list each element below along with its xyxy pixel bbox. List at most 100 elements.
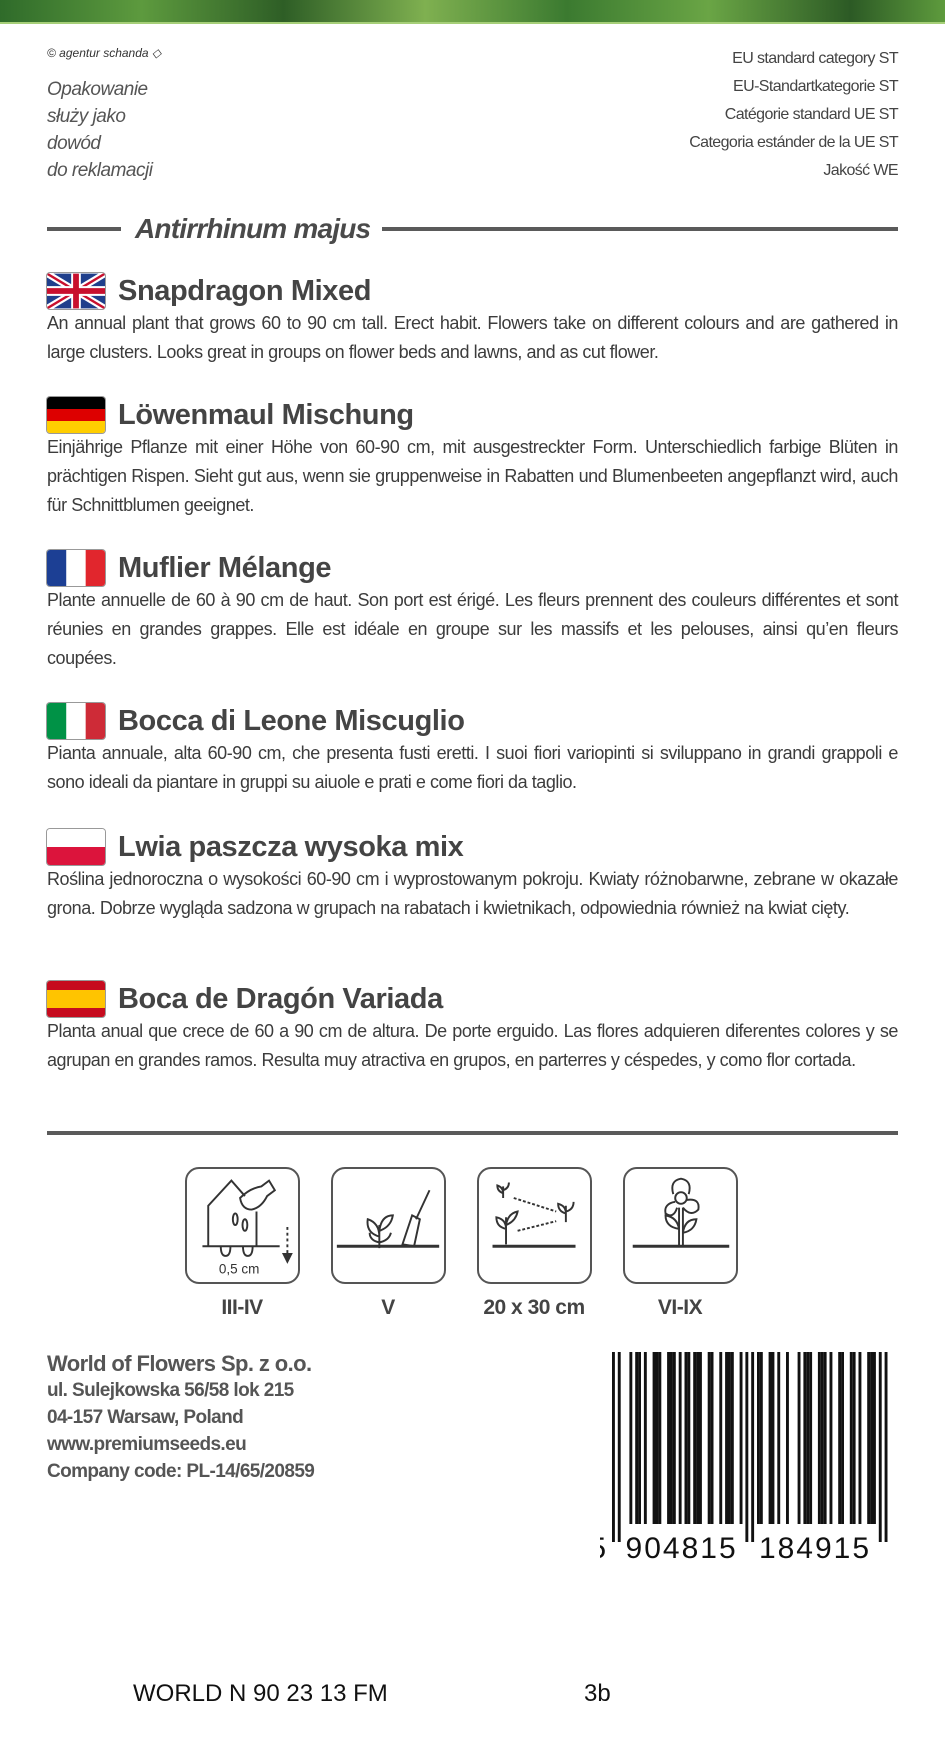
barcode-bar xyxy=(687,1352,691,1524)
variety-name: Bocca di Leone Miscuglio xyxy=(118,704,465,737)
barcode-bar xyxy=(635,1352,639,1524)
flag-de-icon xyxy=(47,397,105,433)
flag-uk-icon xyxy=(47,273,105,309)
variety-name: Löwenmaul Mischung xyxy=(118,398,414,431)
category-line: EU-Standartkategorie ST xyxy=(733,78,899,95)
flowering-period: VI-IX xyxy=(657,1296,703,1319)
variety-name: Snapdragon Mixed xyxy=(118,274,372,307)
barcode-bar xyxy=(612,1352,615,1542)
language-section-pl: Lwia paszcza wysoka mix Roślina jednorocz… xyxy=(47,827,898,923)
variety-name: Muflier Mélange xyxy=(118,551,332,584)
language-section-fr: Muflier Mélange Plante annuelle de 60 à 9… xyxy=(47,548,898,673)
barcode-bar xyxy=(873,1352,876,1524)
transplanting-icon xyxy=(331,1167,446,1284)
company-street: ul. Sulejkowska 56/58 lok 215 xyxy=(47,1380,294,1401)
barcode-bar xyxy=(699,1352,702,1524)
depth-label: 0,5 cm xyxy=(219,1261,260,1276)
barcode-bar xyxy=(870,1352,873,1524)
barcode-bar xyxy=(757,1352,760,1524)
barcode-bar xyxy=(878,1352,882,1542)
barcode-bar xyxy=(678,1352,682,1524)
section-heading: Lwia paszcza wysoka mix xyxy=(47,827,898,867)
barcode-bar xyxy=(768,1352,772,1524)
barcode-bar xyxy=(849,1352,853,1524)
transplant-period: V xyxy=(381,1296,395,1319)
variety-description: Planta anual que crece de 60 a 90 cm de … xyxy=(47,1021,898,1070)
barcode-bar xyxy=(867,1352,871,1524)
barcode-bar xyxy=(820,1352,824,1524)
agency-logo-icon: ◇ xyxy=(151,46,162,60)
latin-name: Antirrhinum majus xyxy=(135,213,371,244)
spacing-icon xyxy=(477,1167,592,1284)
barcode-bar xyxy=(728,1352,731,1524)
barcode-bar xyxy=(852,1352,856,1524)
copyright-credit: © agentur schanda ◇ xyxy=(47,46,162,60)
barcode-bar xyxy=(806,1352,810,1524)
barcode-bar xyxy=(759,1352,763,1524)
barcode-bar xyxy=(771,1352,775,1524)
company-code: Company code: PL-14/65/20859 xyxy=(47,1461,315,1482)
barcode-bar xyxy=(745,1352,749,1542)
claim-line: służy jako xyxy=(47,106,126,127)
variety-description: Roślina jednoroczna o wysokości 60-90 cm… xyxy=(47,869,898,918)
barcode-bar xyxy=(858,1352,862,1524)
company-address: World of Flowers Sp. z o.o. ul. Sulejkow… xyxy=(47,1350,315,1485)
section-heading: Bocca di Leone Miscuglio xyxy=(47,701,898,741)
flag-es-icon xyxy=(47,981,105,1017)
barcode-digits: 5 xyxy=(600,1532,608,1565)
category-line: EU standard category ST xyxy=(732,50,898,67)
flag-fr-icon xyxy=(47,550,105,586)
variety-description: Einjährige Pflanze mit einer Höhe von 60… xyxy=(47,437,898,515)
variety-description: Plante annuelle de 60 à 90 cm de haut. S… xyxy=(47,590,898,668)
variety-name: Lwia paszcza wysoka mix xyxy=(118,830,464,863)
barcode-bar xyxy=(719,1352,723,1524)
variety-name: Boca de Dragón Variada xyxy=(118,982,443,1015)
category-line: Jakość WE xyxy=(823,162,898,179)
eu-category-list: EU standard category ST EU-Standartkateg… xyxy=(689,45,898,185)
barcode-bar xyxy=(838,1352,842,1524)
plant-spacing: 20 x 30 cm xyxy=(483,1296,585,1319)
barcode-digits: 184915 xyxy=(759,1532,871,1565)
language-section-it: Bocca di Leone Miscuglio Pianta annuale, … xyxy=(47,701,898,797)
section-heading: Boca de Dragón Variada xyxy=(47,979,898,1019)
flag-it-icon xyxy=(47,703,105,739)
barcode-bar xyxy=(751,1352,755,1542)
barcode-bar xyxy=(797,1352,801,1524)
divider xyxy=(47,1131,898,1135)
section-heading: Löwenmaul Mischung xyxy=(47,395,898,435)
barcode-bar xyxy=(725,1352,728,1524)
barcode-bar xyxy=(652,1352,656,1524)
language-section-uk: Snapdragon Mixed An annual plant that gro… xyxy=(47,271,898,367)
variant-code: 3b xyxy=(584,1680,611,1707)
flowering-icon xyxy=(623,1167,738,1284)
barcode-bar xyxy=(655,1352,659,1524)
barcode-bar xyxy=(710,1352,714,1524)
barcode-bar xyxy=(658,1352,662,1524)
barcode-bar xyxy=(617,1352,621,1542)
claim-line: Opakowanie xyxy=(47,79,148,100)
barcode-bar xyxy=(730,1352,734,1524)
barcode-bar xyxy=(803,1352,807,1524)
sowing-period: III-IV xyxy=(221,1296,263,1319)
variety-description: An annual plant that grows 60 to 90 cm t… xyxy=(47,313,898,362)
barcode-bar xyxy=(817,1352,821,1524)
barcode-bar xyxy=(643,1352,647,1524)
rule-line xyxy=(47,227,121,231)
flag-pl-icon xyxy=(47,829,105,865)
barcode-digits: 904815 xyxy=(626,1532,738,1565)
barcode-bar xyxy=(884,1352,888,1542)
barcode-bar xyxy=(707,1352,711,1524)
company-website[interactable]: www.premiumseeds.eu xyxy=(47,1434,247,1455)
barcode-bar xyxy=(739,1352,743,1524)
latin-name-heading: Antirrhinum majus xyxy=(47,212,898,246)
complaint-note: Opakowanie służy jako dowód do reklamacj… xyxy=(47,76,153,184)
barcode-bar xyxy=(841,1352,844,1524)
barcode-bar xyxy=(670,1352,673,1524)
claim-line: dowód xyxy=(47,133,101,154)
section-heading: Snapdragon Mixed xyxy=(47,271,898,311)
barcode-bar xyxy=(693,1352,697,1524)
company-city: 04-157 Warsaw, Poland xyxy=(47,1407,244,1428)
barcode-bar xyxy=(786,1352,789,1524)
rule-line xyxy=(382,227,898,231)
barcode-bar xyxy=(696,1352,699,1524)
